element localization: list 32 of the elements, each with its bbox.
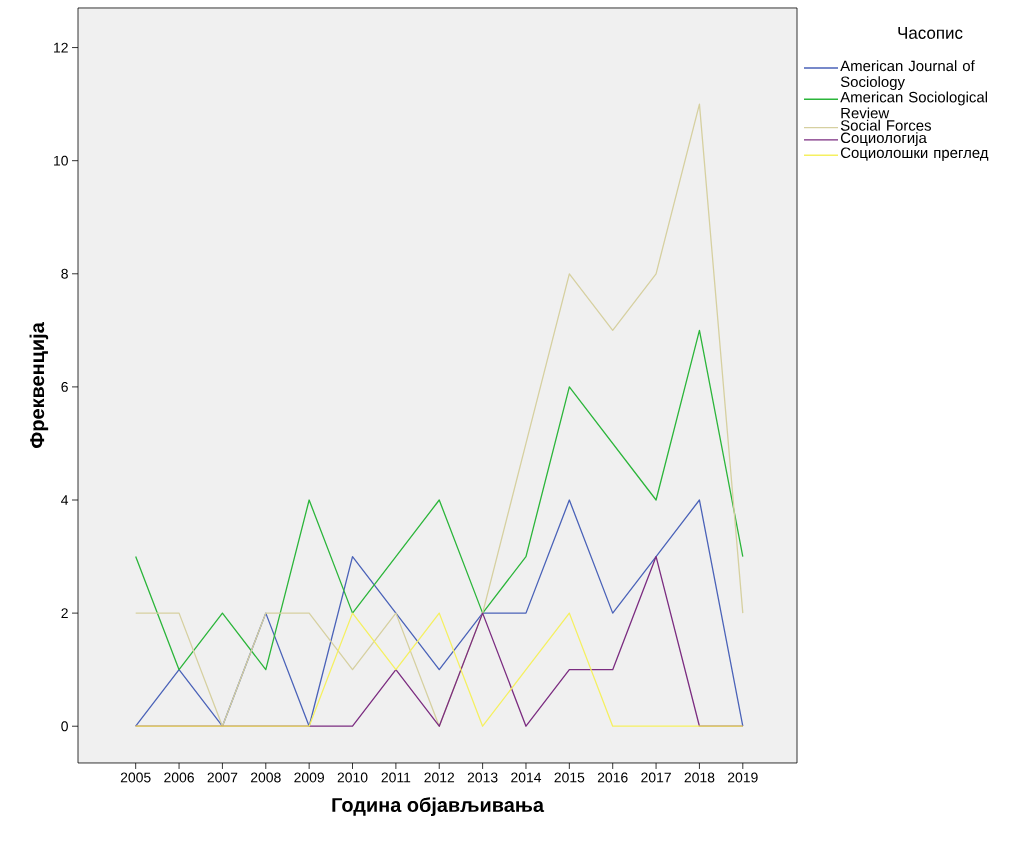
y-tick-label: 6 (61, 381, 68, 392)
legend-label: Социолошки преглед (840, 147, 989, 161)
y-tick-label: 10 (54, 155, 68, 166)
y-tick-label: 12 (54, 42, 68, 53)
x-tick-label: 2005 (120, 772, 151, 783)
x-tick-label: 2018 (684, 772, 715, 783)
legend-label: Social Forces (840, 119, 931, 131)
x-tick-label: 2010 (337, 772, 368, 783)
y-tick-label: 8 (61, 268, 68, 279)
x-tick-label: 2013 (467, 772, 498, 783)
x-tick-label: 2017 (641, 772, 671, 783)
x-tick-label: 2012 (424, 772, 455, 783)
line-series (135, 103, 744, 727)
legend-label: Социологија (840, 132, 927, 147)
x-tick-label: 2014 (511, 772, 542, 783)
x-tick-label: 2016 (597, 772, 628, 783)
y-tick-label: 4 (61, 495, 69, 505)
y-axis-title: Фреквенција (29, 322, 49, 449)
x-tick-label: 2008 (250, 772, 281, 783)
x-tick-label: 2015 (554, 772, 585, 783)
x-tick-label: 2006 (164, 772, 194, 783)
legend-label: American Journal of Sociology (840, 60, 975, 91)
y-tick-label: 0 (61, 721, 68, 732)
x-tick-label: 2009 (294, 772, 324, 783)
x-axis-title: Година објављивања (332, 797, 545, 816)
legend-label: American Sociological Review (840, 91, 988, 119)
y-tick-label: 2 (61, 608, 68, 618)
x-tick-label: 2011 (381, 772, 411, 783)
line-series (135, 499, 744, 727)
legend-title: Часопис (898, 27, 963, 39)
x-tick-label: 2019 (727, 772, 758, 783)
x-tick-label: 2007 (207, 772, 238, 783)
